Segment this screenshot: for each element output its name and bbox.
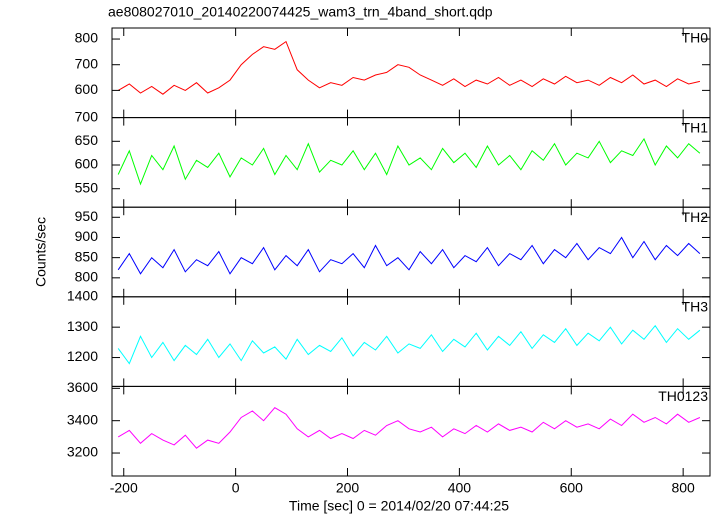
panel-label: TH0123: [658, 388, 708, 404]
chart-title: ae808027010_20140220074425_wam3_trn_4ban…: [108, 4, 493, 20]
y-tick-label: 1400: [67, 288, 98, 304]
y-tick-label: 700: [75, 55, 99, 71]
y-axis-label: Counts/sec: [33, 217, 49, 287]
y-tick-label: 800: [75, 30, 99, 46]
x-tick-label: 200: [336, 480, 360, 496]
x-tick-label: 0: [232, 480, 240, 496]
y-tick-label: 650: [75, 132, 99, 148]
data-line: [117, 236, 701, 275]
panel-label: TH1: [682, 119, 709, 135]
y-tick-label: 3200: [67, 444, 98, 460]
y-tick-label: 3600: [67, 379, 98, 395]
y-tick-label: 700: [75, 108, 99, 124]
data-line: [117, 407, 701, 449]
y-tick-label: 800: [75, 269, 99, 285]
y-tick-label: 600: [75, 81, 99, 97]
x-tick-label: -200: [110, 480, 138, 496]
x-tick-label: 600: [560, 480, 584, 496]
y-tick-label: 1300: [67, 318, 98, 334]
data-line: [117, 324, 701, 365]
y-tick-label: 600: [75, 156, 99, 172]
x-tick-label: 400: [448, 480, 472, 496]
panel-label: TH2: [682, 209, 709, 225]
y-tick-label: 950: [75, 208, 99, 224]
panel-frame: [111, 27, 711, 119]
x-axis-label: Time [sec] 0 = 2014/02/20 07:44:25: [289, 498, 509, 514]
y-tick-label: 900: [75, 228, 99, 244]
x-tick-label: 800: [671, 480, 695, 496]
y-tick-label: 550: [75, 179, 99, 195]
y-tick-label: 850: [75, 248, 99, 264]
panel-frame: [111, 206, 711, 298]
y-tick-label: 1200: [67, 348, 98, 364]
data-line: [117, 137, 701, 186]
panel-frame: [111, 117, 711, 208]
y-tick-label: 3400: [67, 411, 98, 427]
panel-label: TH0: [682, 30, 709, 46]
data-line: [117, 40, 701, 95]
panel-label: TH3: [682, 299, 709, 315]
panel-frame: [111, 385, 711, 477]
